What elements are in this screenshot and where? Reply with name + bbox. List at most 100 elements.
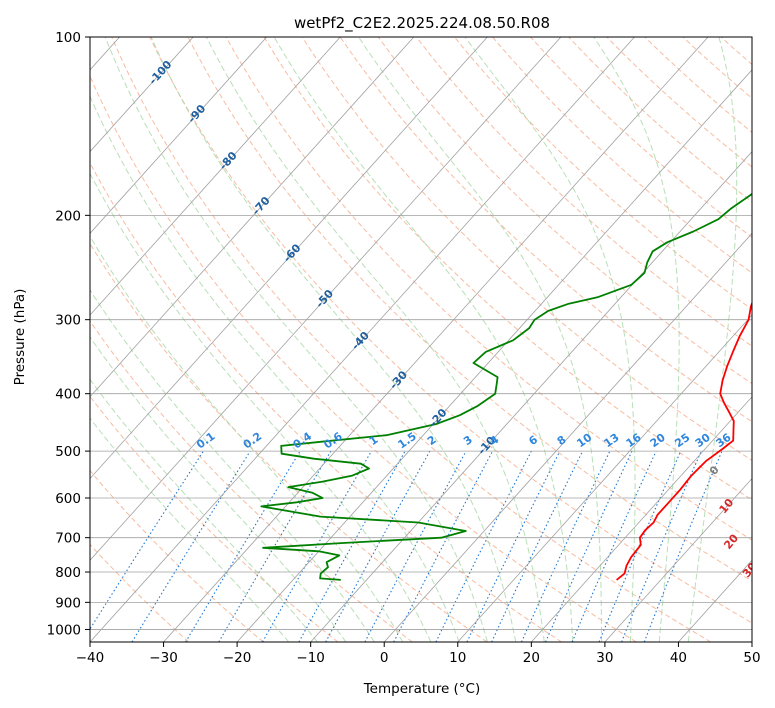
isotherm-line xyxy=(310,151,752,642)
profile-lines xyxy=(260,192,752,581)
moist-adiabat xyxy=(464,37,636,642)
dry-adiabat xyxy=(377,37,752,385)
dry-adiabat xyxy=(90,543,190,642)
mixing-ratio-line xyxy=(520,450,611,642)
mixing-ratio-line xyxy=(491,450,584,642)
mixing-ratio-line xyxy=(131,450,251,642)
mixing-ratio-label: 8 xyxy=(555,433,569,448)
mixing-ratio-line xyxy=(325,450,431,642)
y-tick-label: 800 xyxy=(55,565,81,581)
mixing-ratio-line xyxy=(598,450,682,642)
dry-adiabat xyxy=(111,37,712,642)
moist-adiabat xyxy=(90,378,318,642)
x-tick-label: 30 xyxy=(596,650,613,666)
x-axis-label: Temperature (°C) xyxy=(363,681,481,697)
mixing-ratio-line xyxy=(298,450,406,642)
x-tick-label: −10 xyxy=(296,650,325,666)
mixing-ratio-line xyxy=(393,450,494,642)
moist-adiabat xyxy=(90,95,460,642)
dry-adiabat-label: 20 xyxy=(721,531,741,551)
background-grid xyxy=(90,37,752,642)
mixing-ratio-line xyxy=(621,450,702,642)
y-tick-label: 400 xyxy=(55,387,81,403)
moist-adiabat xyxy=(205,37,545,642)
moist-adiabat xyxy=(358,37,603,642)
y-tick-label: 100 xyxy=(55,30,81,46)
dry-adiabat xyxy=(644,37,752,134)
dry-adiabat xyxy=(90,161,562,642)
mixing-ratio-label: 0.2 xyxy=(241,430,264,452)
mixing-ratio-label: 13 xyxy=(602,431,622,450)
x-tick-label: −20 xyxy=(223,650,252,666)
isotherm-line xyxy=(457,314,752,642)
isotherm-line xyxy=(90,37,488,480)
isotherm-line xyxy=(163,37,709,642)
mixing-ratio-line xyxy=(466,450,561,642)
isotherm-line xyxy=(236,69,752,642)
mixing-ratio-line xyxy=(90,450,204,630)
x-tick-label: 0 xyxy=(380,650,389,666)
mixing-ratio-label: 20 xyxy=(648,431,668,451)
chart-title: wetPf2_C2E2.2025.224.08.50.R08 xyxy=(294,14,550,33)
isotherm-line xyxy=(90,37,194,153)
mixing-ratio-label: 10 xyxy=(574,431,594,451)
isotherm-line xyxy=(90,37,562,561)
x-axis: −40 −30 −20 −10 0 10 20 30 40 50 xyxy=(76,642,761,666)
moist-adiabat xyxy=(593,37,680,642)
mixing-ratio-label: 3 xyxy=(461,433,475,448)
x-tick-label: 40 xyxy=(670,650,687,666)
x-tick-label: 50 xyxy=(743,650,760,666)
isoline-labels: -100-90-80-70-60-50-40-30-20-100.1 0.2 0.4… xyxy=(146,58,775,606)
dry-adiabat xyxy=(90,469,264,642)
mixing-ratio-label: 0.6 xyxy=(321,429,345,451)
dry-adiabat xyxy=(416,37,752,347)
dry-adiabat-label: 0 xyxy=(707,463,722,477)
dry-adiabat xyxy=(263,37,752,501)
y-tick-label: 1000 xyxy=(47,622,81,638)
dry-adiabat xyxy=(90,395,339,642)
mixing-ratio-line xyxy=(364,450,467,642)
dry-adiabat xyxy=(606,37,752,168)
mixing-ratio-line xyxy=(435,450,532,642)
y-axis: 1000 900 800 700 600 500 400 300 200 100 xyxy=(47,30,90,638)
dry-adiabat xyxy=(90,75,637,642)
mixing-ratio-line xyxy=(545,450,633,642)
isotherm-line xyxy=(604,477,752,642)
mixing-ratio-label: 30 xyxy=(693,431,713,451)
dewpoint-profile xyxy=(260,192,752,581)
y-tick-label: 600 xyxy=(55,491,81,507)
mixing-ratio-label: 36 xyxy=(714,431,734,451)
dry-adiabat xyxy=(149,37,752,624)
moist-adiabat xyxy=(90,235,404,642)
moist-adiabat xyxy=(90,336,347,642)
moist-adiabat xyxy=(90,172,432,642)
mixing-ratio-label: 25 xyxy=(672,431,692,450)
isotherm-line xyxy=(531,396,752,642)
dry-adiabat-label: 30 xyxy=(740,560,760,580)
dry-adiabat xyxy=(225,37,752,541)
mixing-ratio-line xyxy=(643,450,723,642)
dry-adiabat xyxy=(568,37,752,203)
plot-area: -100-90-80-70-60-50-40-30-20-100.1 0.2 0.4… xyxy=(90,37,775,642)
dry-adiabat xyxy=(720,37,752,66)
mixing-ratio-label: 6 xyxy=(526,433,540,448)
isotherm-line xyxy=(383,232,752,642)
dry-adiabat xyxy=(454,37,752,310)
mixing-ratio-label: 16 xyxy=(624,431,644,451)
moist-adiabat xyxy=(273,37,574,642)
dry-adiabat-label: 40 xyxy=(761,586,775,606)
x-tick-label: −30 xyxy=(149,650,178,666)
plot-frame xyxy=(89,36,753,643)
isotherm-line xyxy=(90,37,268,234)
isotherm-line xyxy=(90,37,635,642)
isotherm-line xyxy=(90,37,415,398)
x-tick-label: 20 xyxy=(523,650,540,666)
y-tick-label: 500 xyxy=(55,444,81,460)
dry-adiabat xyxy=(301,37,752,461)
dry-adiabat xyxy=(90,242,488,642)
y-tick-label: 700 xyxy=(55,531,81,547)
mixing-ratio-line xyxy=(571,450,657,642)
moist-adiabat xyxy=(150,37,517,642)
moist-adiabat xyxy=(104,37,488,642)
dry-adiabat xyxy=(90,320,413,642)
